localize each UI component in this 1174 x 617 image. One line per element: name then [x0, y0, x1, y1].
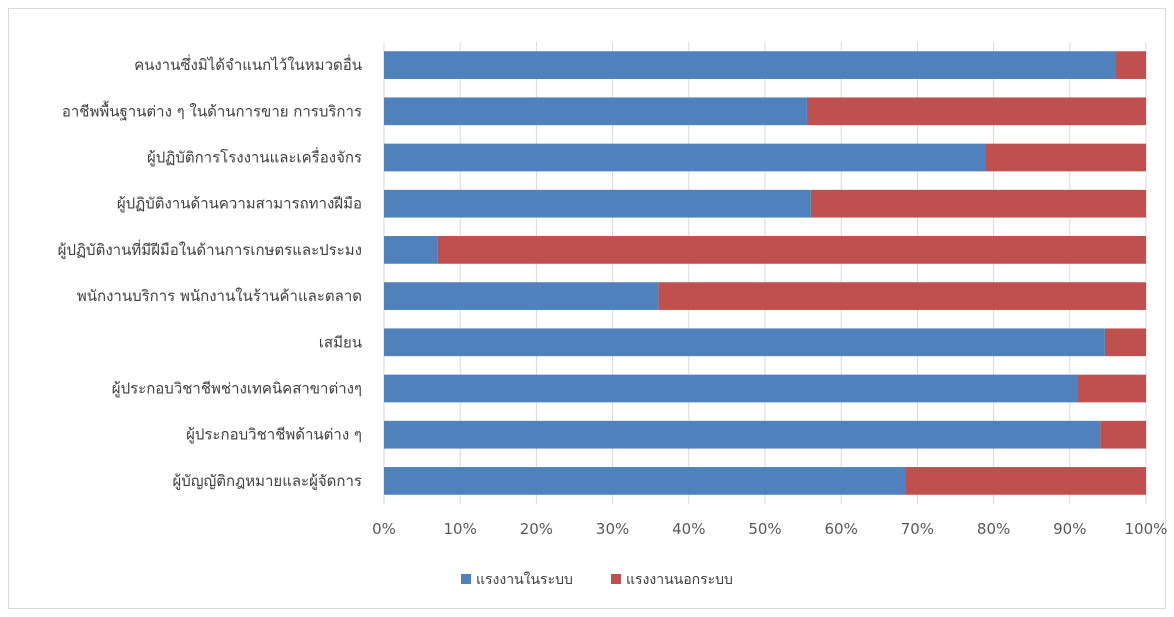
bar-formal [384, 282, 659, 310]
bar-informal [806, 97, 1146, 126]
bar-formal [384, 51, 1116, 79]
bar-formal [384, 189, 811, 218]
x-tick-label: 20% [520, 520, 553, 538]
bar-formal [384, 236, 438, 264]
x-tick-label: 100% [1125, 520, 1167, 538]
bar-informal [437, 236, 1147, 264]
stacked-bar-chart: 0% 10% 20% 30% 40% 50% 60% 70% 80% 90% 100% คนงานซึ… [58, 42, 1167, 588]
bar-formal [384, 328, 1105, 357]
x-tick-label: 0% [372, 520, 396, 538]
legend-swatch-informal [611, 574, 621, 584]
x-tick-label: 80% [977, 520, 1010, 538]
bar-informal [1077, 374, 1146, 403]
bar-informal [905, 467, 1146, 495]
category-label: ผู้ประกอบวิชาชีพช่างเทคนิคสาขาต่างๆ [112, 380, 362, 398]
category-label: ผู้ปฏิบัติงานด้านความสามารถทางฝีมือ [117, 195, 362, 213]
bar-informal [658, 282, 1146, 310]
legend-label: แรงงานในระบบ [476, 571, 573, 588]
bar-formal [384, 467, 906, 495]
bar-informal [1115, 51, 1146, 79]
bar-formal [384, 420, 1101, 449]
bar-formal [384, 97, 807, 126]
x-tick-label: 30% [596, 520, 629, 538]
legend-swatch-formal [461, 574, 471, 584]
legend-label: แรงงานนอกระบบ [626, 572, 733, 588]
chart-frame: 0% 10% 20% 30% 40% 50% 60% 70% 80% 90% 100% คนงานซึ… [8, 8, 1167, 609]
x-tick-label: 90% [1053, 520, 1086, 538]
category-label: ผู้บัญญัติกฎหมายและผู้จัดการ [172, 472, 362, 490]
x-tick-label: 40% [672, 520, 705, 538]
category-label: พนักงานบริการ พนักงานในร้านค้าและตลาด [77, 287, 362, 305]
category-label: เสมียน [319, 333, 362, 351]
x-tick-label: 70% [901, 520, 934, 538]
bar-informal [985, 143, 1146, 172]
x-tick-label: 50% [748, 520, 781, 538]
bar-informal [1100, 420, 1146, 449]
category-label: ผู้ประกอบวิชาชีพด้านต่าง ๆ [186, 426, 362, 444]
bar-formal [384, 374, 1078, 403]
category-label: ผู้ปฏิบัติการโรงงานและเครื่องจักร [147, 147, 362, 167]
category-label: คนงานซึ่งมิได้จำแนกไว้ในหมวดอื่น [134, 54, 362, 74]
bar-informal [810, 189, 1146, 218]
bar-informal [1104, 328, 1146, 357]
x-tick-label: 10% [444, 520, 477, 538]
bar-formal [384, 143, 986, 172]
category-label: ผู้ปฏิบัติงานที่มีฝีมือในด้านการเกษตรและ… [58, 239, 362, 259]
category-label: อาชีพพื้นฐานต่าง ๆ ในด้านการขาย การบริกา… [62, 100, 362, 120]
x-tick-label: 60% [825, 520, 858, 538]
